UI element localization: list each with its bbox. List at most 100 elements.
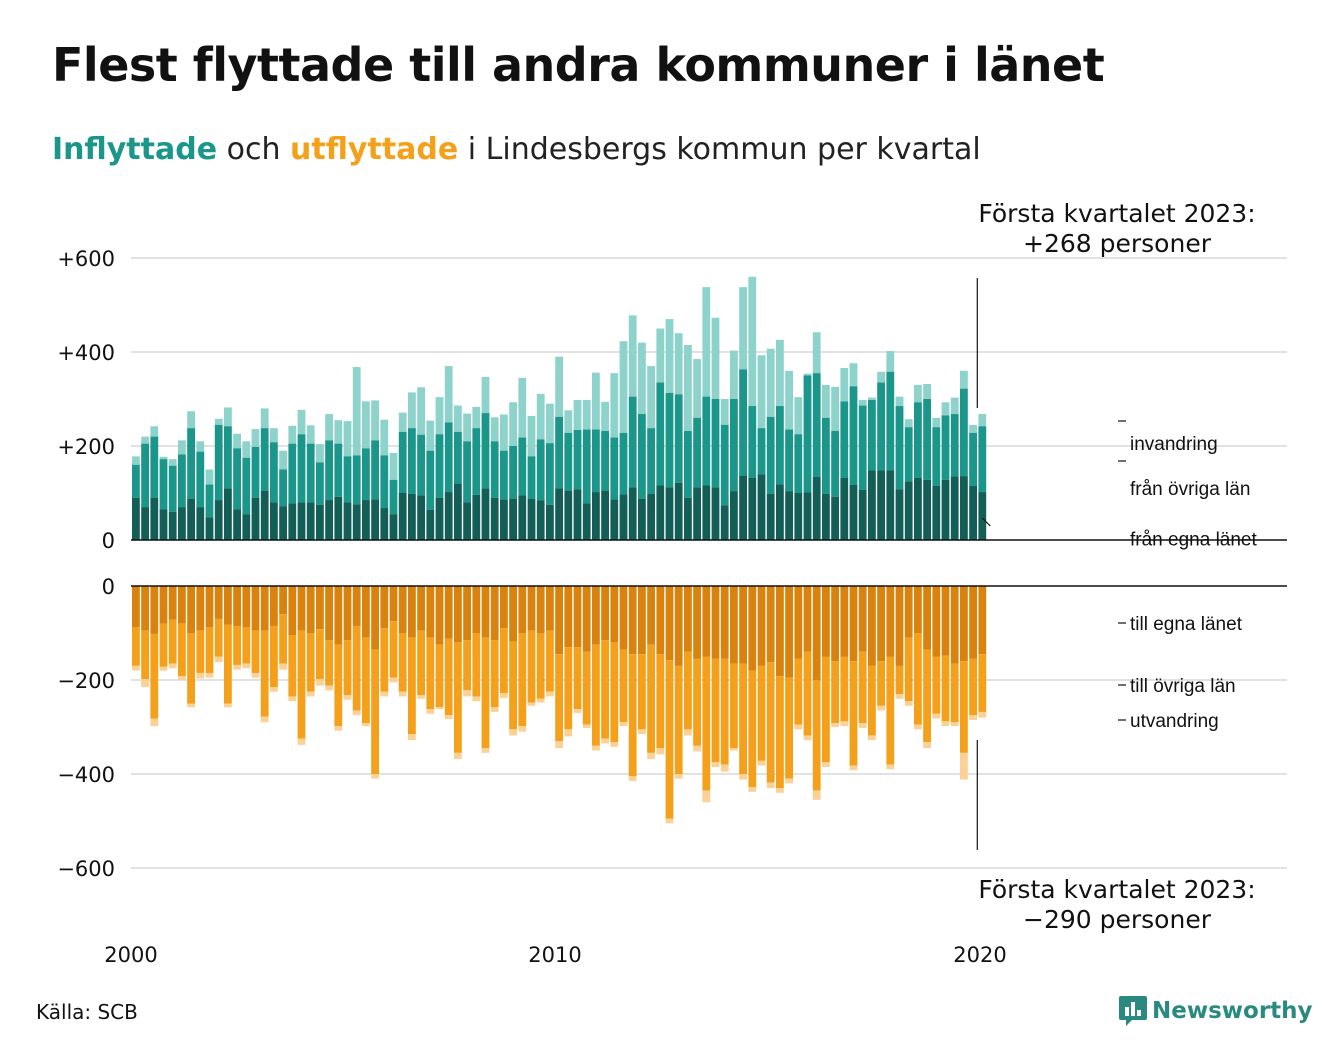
bar-fran-ovriga-lan [187, 428, 195, 499]
bar-till-ovriga-lan [555, 654, 563, 742]
series-label-bottom: utvandring [1130, 711, 1219, 732]
bar-till-ovriga-lan [205, 627, 214, 673]
bar-fran-egna-lanet [546, 504, 554, 540]
bar-fran-ovriga-lan [371, 440, 379, 500]
bar-fran-egna-lanet [444, 492, 453, 540]
bar-utvandring [260, 716, 269, 723]
bar-invandring [803, 373, 812, 376]
bar-utvandring [610, 742, 619, 747]
bar-fran-ovriga-lan [150, 436, 159, 498]
series-label-bottom: till egna länet [1130, 614, 1243, 635]
bar-fran-egna-lanet [950, 476, 959, 540]
bar-till-ovriga-lan [270, 625, 278, 688]
bar-utvandring [242, 663, 251, 669]
bar-till-ovriga-lan [794, 658, 803, 725]
bar-fran-egna-lanet [297, 502, 306, 540]
bar-till-egna-lanet [518, 586, 527, 633]
bar-till-ovriga-lan [288, 635, 297, 697]
utflyttade-bars [132, 586, 987, 824]
bar-invandring [868, 397, 876, 400]
bar-till-egna-lanet [812, 586, 821, 680]
bar-invandring [638, 342, 646, 415]
bar-till-ovriga-lan [380, 628, 389, 692]
bar-till-egna-lanet [702, 586, 711, 657]
bar-till-ovriga-lan [500, 628, 508, 694]
bar-fran-ovriga-lan [720, 424, 729, 506]
bar-fran-ovriga-lan [619, 432, 628, 495]
bar-fran-egna-lanet [849, 485, 858, 540]
annotation-bottom: Första kvartalet 2023: −290 personer [978, 875, 1255, 934]
bar-fran-egna-lanet [380, 508, 389, 540]
series-label-top: från övriga län [1130, 479, 1250, 500]
bar-till-egna-lanet [490, 586, 499, 641]
source-note: Källa: SCB [36, 1000, 138, 1024]
bar-invandring [739, 287, 747, 370]
bar-invandring [426, 420, 435, 451]
bar-utvandring [371, 774, 379, 779]
bar-invandring [398, 412, 407, 432]
bar-till-egna-lanet [748, 586, 757, 671]
bar-utvandring [776, 788, 784, 793]
bar-till-ovriga-lan [509, 641, 517, 730]
bar-till-egna-lanet [435, 586, 444, 645]
bar-utvandring [812, 790, 821, 800]
bar-fran-egna-lanet [969, 485, 977, 540]
bar-fran-ovriga-lan [490, 441, 499, 498]
bar-utvandring [923, 742, 931, 749]
bar-fran-egna-lanet [316, 504, 324, 540]
bar-till-egna-lanet [150, 586, 159, 634]
bar-till-ovriga-lan [923, 649, 931, 743]
bar-till-egna-lanet [877, 586, 885, 662]
x-tick-label: 2020 [953, 943, 1006, 967]
bar-fran-egna-lanet [435, 497, 444, 540]
annotation-top-line: +268 personer [1023, 229, 1212, 258]
bar-fran-egna-lanet [150, 497, 159, 540]
bar-utvandring [674, 774, 683, 779]
newsworthy-logo: Newsworthy [1118, 994, 1313, 1030]
bar-utvandring [297, 738, 306, 745]
bar-invandring [932, 417, 941, 428]
bar-till-ovriga-lan [343, 640, 352, 696]
bar-fran-ovriga-lan [923, 399, 931, 480]
bar-fran-ovriga-lan [334, 443, 343, 497]
bar-fran-egna-lanet [914, 477, 922, 540]
bar-fran-ovriga-lan [610, 437, 619, 500]
bar-till-ovriga-lan [582, 651, 591, 725]
bar-till-egna-lanet [233, 586, 241, 626]
bar-fran-egna-lanet [371, 499, 379, 540]
bar-fran-ovriga-lan [168, 465, 177, 512]
bar-till-egna-lanet [776, 586, 784, 677]
bar-utvandring [684, 729, 692, 736]
bar-invandring [812, 332, 821, 374]
bar-till-ovriga-lan [665, 660, 674, 819]
bar-fran-ovriga-lan [849, 386, 858, 486]
bar-invandring [454, 405, 462, 432]
bar-fran-ovriga-lan [352, 455, 361, 505]
bar-fran-ovriga-lan [159, 459, 168, 510]
bar-till-ovriga-lan [628, 654, 637, 777]
bar-fran-egna-lanet [739, 475, 747, 540]
bar-fran-egna-lanet [325, 500, 333, 540]
bar-utvandring [904, 701, 913, 706]
bar-utvandring [582, 724, 591, 728]
bar-fran-ovriga-lan [546, 443, 554, 505]
bar-invandring [536, 393, 545, 440]
bar-fran-egna-lanet [564, 490, 573, 540]
bar-fran-egna-lanet [389, 514, 398, 540]
bar-fran-egna-lanet [794, 493, 803, 540]
bar-till-egna-lanet [288, 586, 297, 636]
bar-fran-egna-lanet [592, 492, 600, 540]
bar-till-egna-lanet [546, 586, 554, 631]
bar-till-egna-lanet [196, 586, 205, 631]
bar-invandring [785, 370, 793, 430]
bar-fran-ovriga-lan [398, 431, 407, 493]
bar-utvandring [730, 748, 738, 751]
bar-invandring [233, 433, 241, 449]
label-leader [981, 517, 991, 527]
bar-till-egna-lanet [205, 586, 214, 628]
bar-till-egna-lanet [260, 586, 269, 631]
bar-invandring [168, 459, 177, 466]
bar-till-egna-lanet [527, 586, 536, 631]
bar-fran-egna-lanet [582, 503, 591, 540]
bar-utvandring [748, 787, 757, 792]
